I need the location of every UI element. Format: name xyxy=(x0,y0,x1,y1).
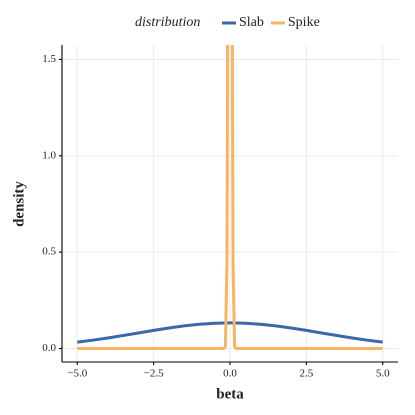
legend-label: Spike xyxy=(288,15,320,30)
x-tick-label: −5.0 xyxy=(67,368,87,380)
legend-title: distribution xyxy=(135,15,200,30)
legend: distribution Slab Spike xyxy=(135,15,320,30)
x-tick-label: 2.5 xyxy=(299,368,313,380)
grid xyxy=(62,45,398,362)
line-series xyxy=(77,45,383,351)
y-tick-label: 1.5 xyxy=(42,53,56,65)
line-series xyxy=(77,321,383,344)
x-tick-label: 5.0 xyxy=(376,368,390,380)
y-axis-label: density xyxy=(11,181,27,227)
plot-area xyxy=(77,45,383,351)
legend-label: Slab xyxy=(239,15,264,30)
x-tick-label: −2.5 xyxy=(144,368,164,380)
y-tick-label: 1.0 xyxy=(42,149,56,161)
y-tick-label: 0.0 xyxy=(42,342,56,354)
x-tick-label: 0.0 xyxy=(223,368,237,380)
y-tick-label: 0.5 xyxy=(42,246,56,258)
x-axis-label: beta xyxy=(216,386,244,402)
